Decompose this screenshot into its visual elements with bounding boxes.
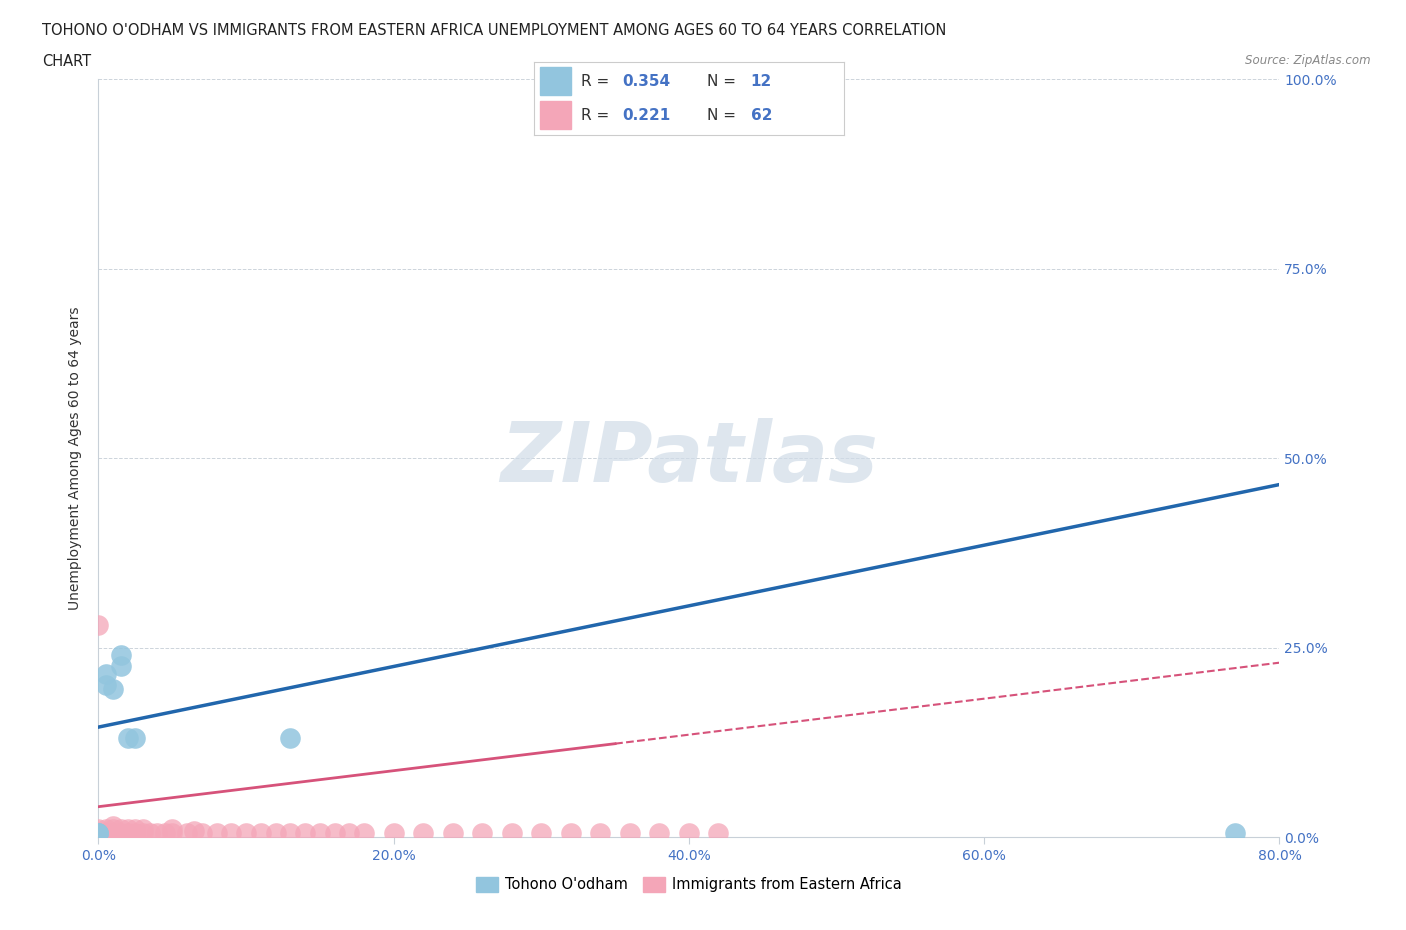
Point	[382, 826, 405, 841]
Point	[103, 818, 125, 833]
Point	[191, 826, 214, 841]
Text: R =: R =	[581, 73, 614, 88]
Text: R =: R =	[581, 108, 614, 123]
Point	[678, 826, 700, 841]
Point	[117, 830, 139, 844]
Point	[87, 830, 110, 844]
Point	[146, 826, 169, 841]
Point	[87, 826, 110, 841]
Point	[294, 826, 316, 841]
Point	[471, 826, 494, 841]
Point	[235, 826, 257, 841]
Point	[132, 826, 155, 841]
Point	[87, 830, 110, 844]
Point	[103, 682, 125, 697]
Point	[412, 826, 434, 841]
Point	[103, 822, 125, 837]
Text: 62: 62	[751, 108, 772, 123]
Point	[87, 826, 110, 841]
Point	[1223, 826, 1246, 841]
Point	[87, 830, 110, 844]
Point	[278, 826, 302, 841]
Point	[648, 826, 671, 841]
Point	[339, 826, 360, 841]
Text: 12: 12	[751, 73, 772, 88]
Point	[264, 826, 287, 841]
Point	[87, 830, 110, 844]
Text: TOHONO O'ODHAM VS IMMIGRANTS FROM EASTERN AFRICA UNEMPLOYMENT AMONG AGES 60 TO 6: TOHONO O'ODHAM VS IMMIGRANTS FROM EASTER…	[42, 23, 946, 38]
Point	[87, 826, 110, 841]
Point	[441, 826, 464, 841]
Point	[94, 830, 117, 844]
Point	[117, 822, 139, 837]
Point	[176, 826, 198, 841]
Point	[87, 822, 110, 837]
Point	[94, 678, 117, 693]
Point	[117, 830, 139, 844]
Point	[103, 830, 125, 844]
Point	[117, 731, 139, 746]
Y-axis label: Unemployment Among Ages 60 to 64 years: Unemployment Among Ages 60 to 64 years	[69, 306, 83, 610]
Point	[94, 826, 117, 841]
Point	[205, 826, 228, 841]
Point	[707, 826, 730, 841]
Text: CHART: CHART	[42, 54, 91, 69]
Point	[619, 826, 641, 841]
Point	[153, 826, 176, 841]
Point	[110, 826, 132, 841]
Legend: Tohono O'odham, Immigrants from Eastern Africa: Tohono O'odham, Immigrants from Eastern …	[471, 870, 907, 898]
Point	[87, 826, 110, 841]
Point	[353, 826, 375, 841]
Point	[501, 826, 523, 841]
Text: 0.221: 0.221	[623, 108, 671, 123]
Point	[323, 826, 346, 841]
Bar	[540, 67, 571, 95]
Point	[94, 667, 117, 682]
Point	[87, 826, 110, 841]
Point	[110, 822, 132, 837]
Point	[94, 826, 117, 841]
Bar	[540, 101, 571, 129]
Point	[124, 731, 146, 746]
Point	[530, 826, 553, 841]
Point	[94, 822, 117, 837]
Point	[132, 822, 155, 837]
Point	[278, 731, 302, 746]
Point	[94, 830, 117, 844]
Point	[124, 822, 146, 837]
Point	[589, 826, 612, 841]
Point	[162, 822, 183, 837]
Point	[124, 826, 146, 841]
Point	[110, 830, 132, 844]
Point	[103, 830, 125, 844]
Point	[219, 826, 242, 841]
Point	[110, 647, 132, 662]
Point	[87, 830, 110, 844]
Text: N =: N =	[707, 73, 741, 88]
Text: N =: N =	[707, 108, 741, 123]
Text: ZIPatlas: ZIPatlas	[501, 418, 877, 498]
Point	[103, 826, 125, 841]
Point	[87, 830, 110, 844]
Point	[560, 826, 582, 841]
Point	[110, 659, 132, 674]
Point	[139, 826, 162, 841]
Point	[309, 826, 332, 841]
Point	[183, 823, 205, 838]
Point	[117, 826, 139, 841]
Point	[250, 826, 273, 841]
Point	[87, 618, 110, 632]
Point	[162, 826, 183, 841]
Text: Source: ZipAtlas.com: Source: ZipAtlas.com	[1246, 54, 1371, 67]
Text: 0.354: 0.354	[623, 73, 671, 88]
